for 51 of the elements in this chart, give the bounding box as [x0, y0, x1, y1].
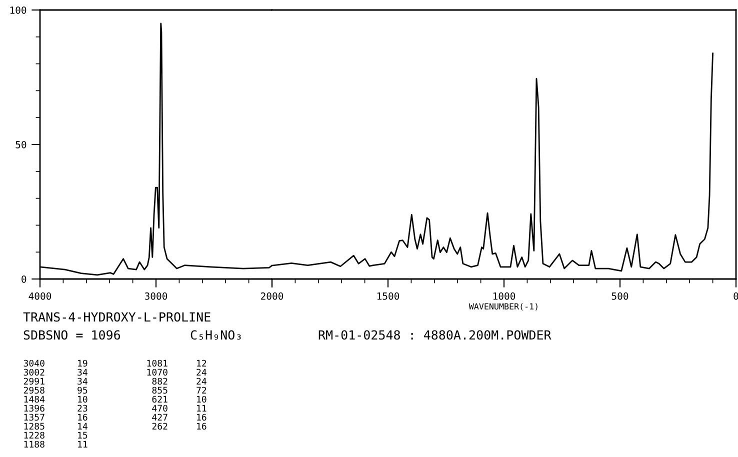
text: SDBSNO = 1096	[24, 330, 120, 340]
text: 95	[78, 386, 88, 394]
text: TRANS-4-HYDROXY-L-PROLINE	[23, 312, 210, 322]
text: 262	[152, 422, 168, 430]
text: 14	[78, 422, 88, 430]
text: 16	[78, 414, 88, 421]
text: 2958	[24, 386, 44, 394]
x-tick-label: 0	[734, 292, 738, 300]
text: C₅H₉NO₃	[190, 330, 241, 340]
y-tick-label: 0	[22, 276, 26, 283]
text: 16	[197, 422, 206, 430]
text: 855	[152, 386, 168, 394]
text: 3002	[24, 368, 44, 376]
x-tick-label: 4000	[28, 292, 52, 300]
text: 1357	[24, 414, 44, 421]
text: 621	[152, 396, 168, 403]
text: 12	[197, 360, 206, 367]
text: 34	[78, 368, 88, 376]
x-tick-label: 2000	[261, 292, 284, 300]
text: 24	[196, 368, 206, 376]
text: 34	[78, 378, 88, 385]
text: 1228	[24, 432, 44, 439]
y-tick-label: 100	[10, 6, 26, 14]
text: 1396	[24, 404, 44, 412]
text: 19	[78, 360, 88, 367]
text: 10	[78, 396, 88, 403]
text: 1188	[24, 440, 44, 448]
text: 470	[152, 404, 168, 412]
text: 1081	[147, 360, 168, 367]
x-tick-label: 500	[612, 292, 628, 300]
text: 427	[152, 414, 168, 421]
text: 10	[197, 396, 206, 403]
text: 1484	[24, 396, 45, 403]
text: 3040	[24, 360, 44, 367]
text: 882	[152, 378, 168, 385]
text: 16	[197, 414, 206, 421]
text: RM-01-02548 : 4880A.200M.POWDER	[318, 330, 552, 340]
text: 15	[78, 432, 88, 439]
text: 11	[78, 440, 88, 448]
text: 2991	[24, 378, 44, 385]
x-tick-label: 1000	[493, 292, 516, 300]
text: 23	[78, 404, 88, 412]
x-axis-title: WAVENUMBER(-1)	[468, 303, 538, 311]
text: 24	[196, 378, 206, 385]
x-tick-label: 1500	[377, 292, 400, 300]
text: 72	[196, 386, 206, 394]
x-tick-label: 3000	[144, 292, 168, 300]
text: 11	[197, 404, 206, 412]
text: 1285	[24, 422, 44, 430]
y-tick-label: 50	[16, 141, 26, 148]
text: 1070	[147, 368, 168, 376]
